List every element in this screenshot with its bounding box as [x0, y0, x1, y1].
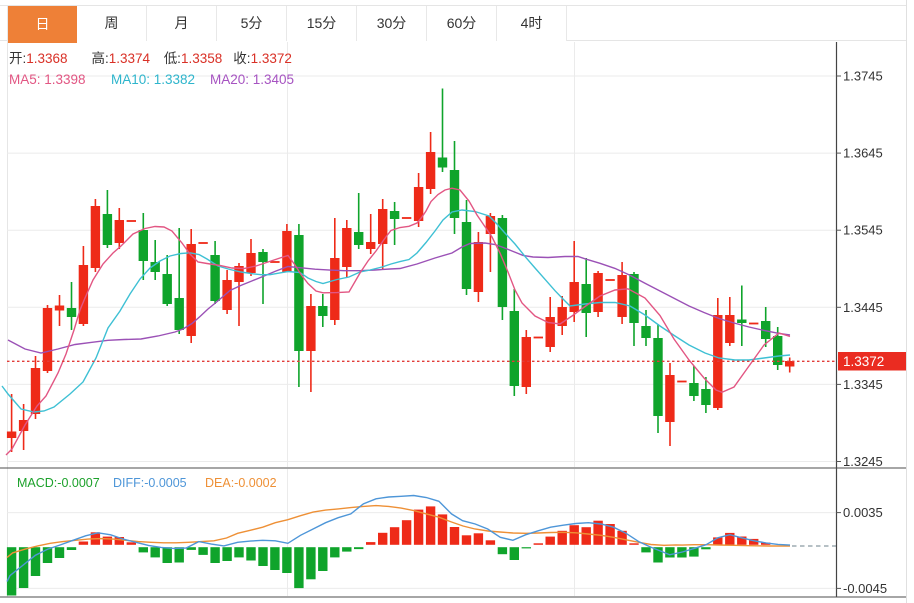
svg-text:MA10: 1.3382: MA10: 1.3382: [111, 72, 195, 87]
svg-text:DIFF:-0.0005: DIFF:-0.0005: [113, 476, 187, 490]
svg-text:MA5: 1.3398: MA5: 1.3398: [9, 72, 86, 87]
svg-text:1.3545: 1.3545: [843, 223, 883, 238]
svg-text:收:1.3372: 收:1.3372: [233, 51, 292, 66]
svg-text:-0.0045: -0.0045: [843, 581, 887, 596]
svg-text:MA20: 1.3405: MA20: 1.3405: [210, 72, 294, 87]
svg-text:开:1.3368: 开:1.3368: [9, 51, 68, 66]
svg-text:1.3645: 1.3645: [843, 146, 883, 161]
svg-text:1.3745: 1.3745: [843, 69, 883, 84]
svg-text:0.0035: 0.0035: [843, 505, 883, 520]
svg-text:1.3245: 1.3245: [843, 454, 883, 469]
svg-text:低:1.3358: 低:1.3358: [164, 51, 223, 66]
svg-text:MACD:-0.0007: MACD:-0.0007: [17, 476, 100, 490]
svg-text:DEA:-0.0002: DEA:-0.0002: [205, 476, 277, 490]
svg-text:高:1.3374: 高:1.3374: [92, 50, 151, 66]
svg-text:1.3372: 1.3372: [843, 354, 884, 369]
svg-text:1.3445: 1.3445: [843, 300, 883, 315]
svg-text:1.3345: 1.3345: [843, 377, 883, 392]
